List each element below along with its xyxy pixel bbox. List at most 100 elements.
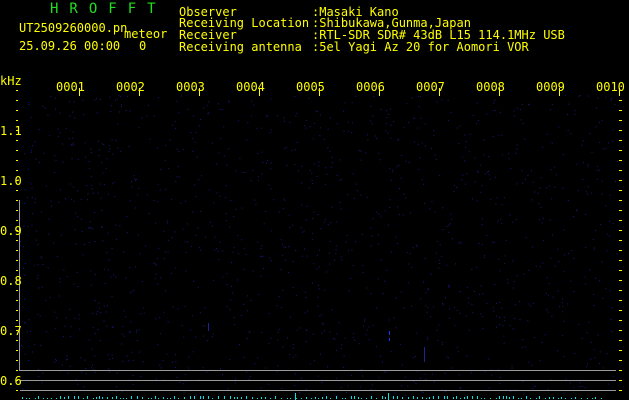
noise-dot — [540, 177, 542, 179]
level-bar — [116, 396, 117, 399]
noise-dot — [108, 371, 110, 373]
level-bar — [575, 397, 576, 399]
noise-dot — [305, 296, 307, 298]
noise-dot — [176, 148, 178, 150]
noise-dot — [84, 142, 86, 144]
noise-dot — [465, 146, 467, 148]
noise-dot — [226, 284, 228, 286]
y-tick — [16, 190, 18, 191]
noise-dot — [36, 239, 38, 241]
noise-dot — [414, 355, 416, 357]
noise-dot — [442, 303, 444, 305]
level-bar — [296, 398, 297, 399]
noise-dot — [98, 307, 100, 309]
noise-dot — [156, 147, 158, 149]
y-tick-right — [619, 260, 622, 261]
meteor-echo — [424, 347, 425, 362]
noise-dot — [103, 144, 105, 146]
noise-dot — [479, 293, 481, 295]
noise-dot — [562, 187, 564, 189]
noise-dot — [313, 211, 315, 213]
noise-dot — [42, 372, 44, 374]
noise-dot — [398, 138, 400, 140]
noise-dot — [167, 222, 169, 224]
y-tick-right — [619, 240, 622, 241]
noise-dot — [57, 256, 59, 258]
noise-dot — [225, 220, 227, 222]
noise-dot — [69, 365, 71, 367]
level-bar — [137, 396, 138, 399]
noise-dot — [108, 151, 110, 153]
noise-dot — [270, 162, 272, 164]
noise-dot — [444, 297, 446, 299]
noise-dot — [58, 201, 60, 203]
noise-dot — [477, 171, 479, 173]
noise-dot — [66, 358, 68, 360]
noise-dot — [499, 382, 501, 384]
noise-dot — [466, 287, 468, 289]
y-tick-right — [619, 160, 622, 161]
noise-dot — [611, 307, 613, 309]
noise-dot — [123, 310, 125, 312]
noise-dot — [587, 363, 589, 365]
y-tick — [16, 300, 18, 301]
noise-dot — [142, 361, 144, 363]
noise-dot — [125, 277, 127, 279]
noise-dot — [602, 297, 604, 299]
noise-dot — [226, 306, 228, 308]
noise-dot — [399, 343, 401, 345]
noise-dot — [181, 324, 183, 326]
noise-dot — [496, 326, 498, 328]
noise-dot — [241, 239, 243, 241]
noise-dot — [118, 111, 120, 113]
noise-dot — [327, 366, 329, 368]
noise-dot — [63, 269, 65, 271]
noise-dot — [174, 367, 176, 369]
noise-dot — [360, 369, 362, 371]
noise-dot — [37, 264, 39, 266]
noise-dot — [276, 305, 278, 307]
y-axis-label: 0.7 — [0, 324, 22, 338]
noise-dot — [54, 108, 56, 110]
noise-dot — [438, 267, 440, 269]
noise-dot — [378, 213, 380, 215]
noise-dot — [90, 227, 92, 229]
noise-dot — [54, 327, 56, 329]
noise-dot — [382, 293, 384, 295]
noise-dot — [304, 125, 306, 127]
level-bar — [326, 396, 327, 399]
noise-dot — [482, 293, 484, 295]
noise-dot — [433, 381, 435, 383]
noise-dot — [528, 361, 530, 363]
noise-dot — [143, 312, 145, 314]
noise-dot — [108, 145, 110, 147]
noise-dot — [354, 197, 356, 199]
noise-dot — [501, 204, 503, 206]
level-bar — [433, 396, 434, 399]
noise-dot — [28, 319, 30, 321]
noise-dot — [551, 234, 553, 236]
noise-dot — [477, 120, 479, 122]
noise-dot — [481, 185, 483, 187]
noise-dot — [90, 175, 92, 177]
noise-dot — [288, 246, 290, 248]
noise-dot — [537, 192, 539, 194]
noise-dot — [30, 183, 32, 185]
meteor-echo — [389, 338, 390, 341]
noise-dot — [345, 241, 347, 243]
level-bar — [35, 398, 36, 399]
level-bar — [237, 397, 238, 399]
y-tick-right — [619, 310, 622, 311]
noise-dot — [277, 339, 279, 341]
noise-dot — [435, 158, 437, 160]
noise-dot — [122, 326, 124, 328]
level-bar — [587, 398, 588, 399]
noise-dot — [301, 255, 303, 257]
noise-dot — [44, 107, 46, 109]
y-tick-right — [619, 350, 622, 351]
noise-dot — [573, 291, 575, 293]
noise-dot — [256, 241, 258, 243]
level-bar — [429, 397, 430, 399]
noise-dot — [309, 170, 311, 172]
noise-dot — [116, 98, 118, 100]
